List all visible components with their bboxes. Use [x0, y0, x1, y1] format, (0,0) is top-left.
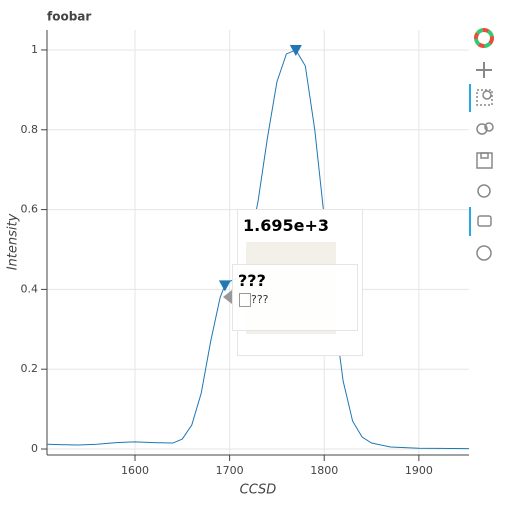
y-tick-label: 1 — [31, 43, 38, 56]
save-tool[interactable] — [476, 152, 493, 169]
pan-tool[interactable] — [476, 62, 492, 78]
y-tick-label: 0.2 — [21, 362, 39, 375]
tooltip-header: 1.695e+3 — [243, 216, 329, 235]
y-tick-label: 0 — [31, 442, 38, 455]
y-tick-label: 0.4 — [21, 282, 39, 295]
y-tick-label: 0.8 — [21, 123, 39, 136]
x-tick-label: 1700 — [216, 464, 244, 477]
tooltip: ??? ??? — [232, 264, 358, 331]
y-axis-label: Intensity — [6, 213, 21, 270]
tooltip-header: ??? — [238, 271, 266, 290]
x-tick-label: 1600 — [121, 464, 149, 477]
hover-tool[interactable] — [477, 215, 492, 227]
y-tick-label: 0.6 — [21, 203, 39, 216]
marker — [289, 44, 302, 56]
x-tick-label: 1800 — [310, 464, 338, 477]
reset-tool[interactable] — [477, 184, 491, 198]
bokeh-logo[interactable] — [474, 28, 494, 48]
x-tick-label: 1900 — [405, 464, 433, 477]
image-alt: ??? — [251, 293, 269, 306]
active-indicator — [469, 207, 471, 236]
tooltip-arrow — [223, 290, 232, 304]
marker — [218, 280, 231, 292]
toolbar — [469, 28, 494, 261]
box-zoom-tool[interactable] — [476, 89, 493, 106]
active-indicator — [469, 84, 471, 112]
chart-title: foobar — [47, 10, 91, 24]
help-tool[interactable] — [476, 245, 492, 261]
broken-image: ??? — [239, 293, 269, 307]
x-axis-label: CCSD — [240, 483, 277, 498]
wheel-zoom-tool[interactable] — [476, 122, 494, 135]
